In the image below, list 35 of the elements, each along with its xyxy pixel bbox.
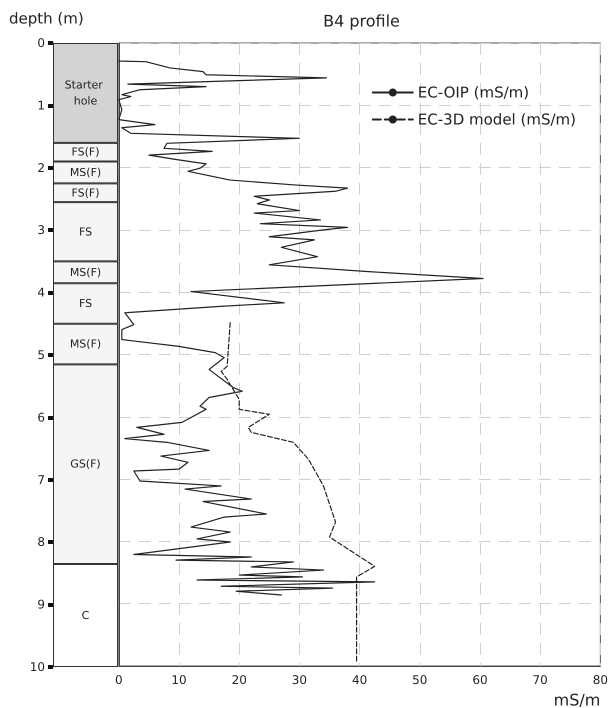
series-label: GS(F): [70, 458, 101, 471]
legend-label: EC-3D model (mS/m): [418, 110, 576, 128]
y-tick-label: 1: [37, 98, 45, 112]
series-label: MS(F): [70, 266, 102, 279]
x-tick-label: 10: [171, 673, 187, 687]
y-tick-label: 2: [37, 160, 45, 175]
x-tick-label: 40: [352, 673, 368, 687]
x-tick-label: 30: [292, 673, 308, 687]
series-label: Starter hole: [64, 78, 106, 108]
series-label: C: [82, 609, 90, 622]
y-tick-label: 10: [30, 660, 45, 674]
x-tick-label: 60: [472, 673, 488, 687]
y-axis-title: depth (m): [9, 10, 84, 28]
y-tick-label: 7: [37, 472, 45, 487]
series-label: FS(F): [71, 146, 100, 159]
x-tick-label: 0: [114, 673, 123, 687]
x-tick-label: 50: [412, 673, 428, 687]
x-tick-label: 80: [592, 673, 608, 687]
y-tick-label: 4: [37, 286, 45, 300]
x-axis-title: mS/m: [554, 690, 600, 708]
series-label: MS(F): [70, 166, 102, 179]
y-tick-label: 0: [37, 36, 45, 50]
series-label: FS: [78, 297, 92, 310]
chart-title: B4 profile: [323, 12, 400, 30]
x-tick-label: 70: [532, 673, 548, 687]
y-tick-label: 8: [37, 535, 45, 550]
y-tick-label: 5: [37, 348, 45, 362]
series-label: FS: [78, 225, 92, 238]
series-label: FS(F): [71, 186, 100, 200]
y-tick-label: 9: [37, 598, 45, 612]
y-tick-label: 6: [37, 410, 45, 424]
series-label: MS(F): [70, 338, 102, 351]
legend-label: EC-OIP (mS/m): [418, 84, 530, 102]
x-tick-label: 20: [232, 673, 247, 687]
y-tick-label: 3: [37, 223, 45, 238]
